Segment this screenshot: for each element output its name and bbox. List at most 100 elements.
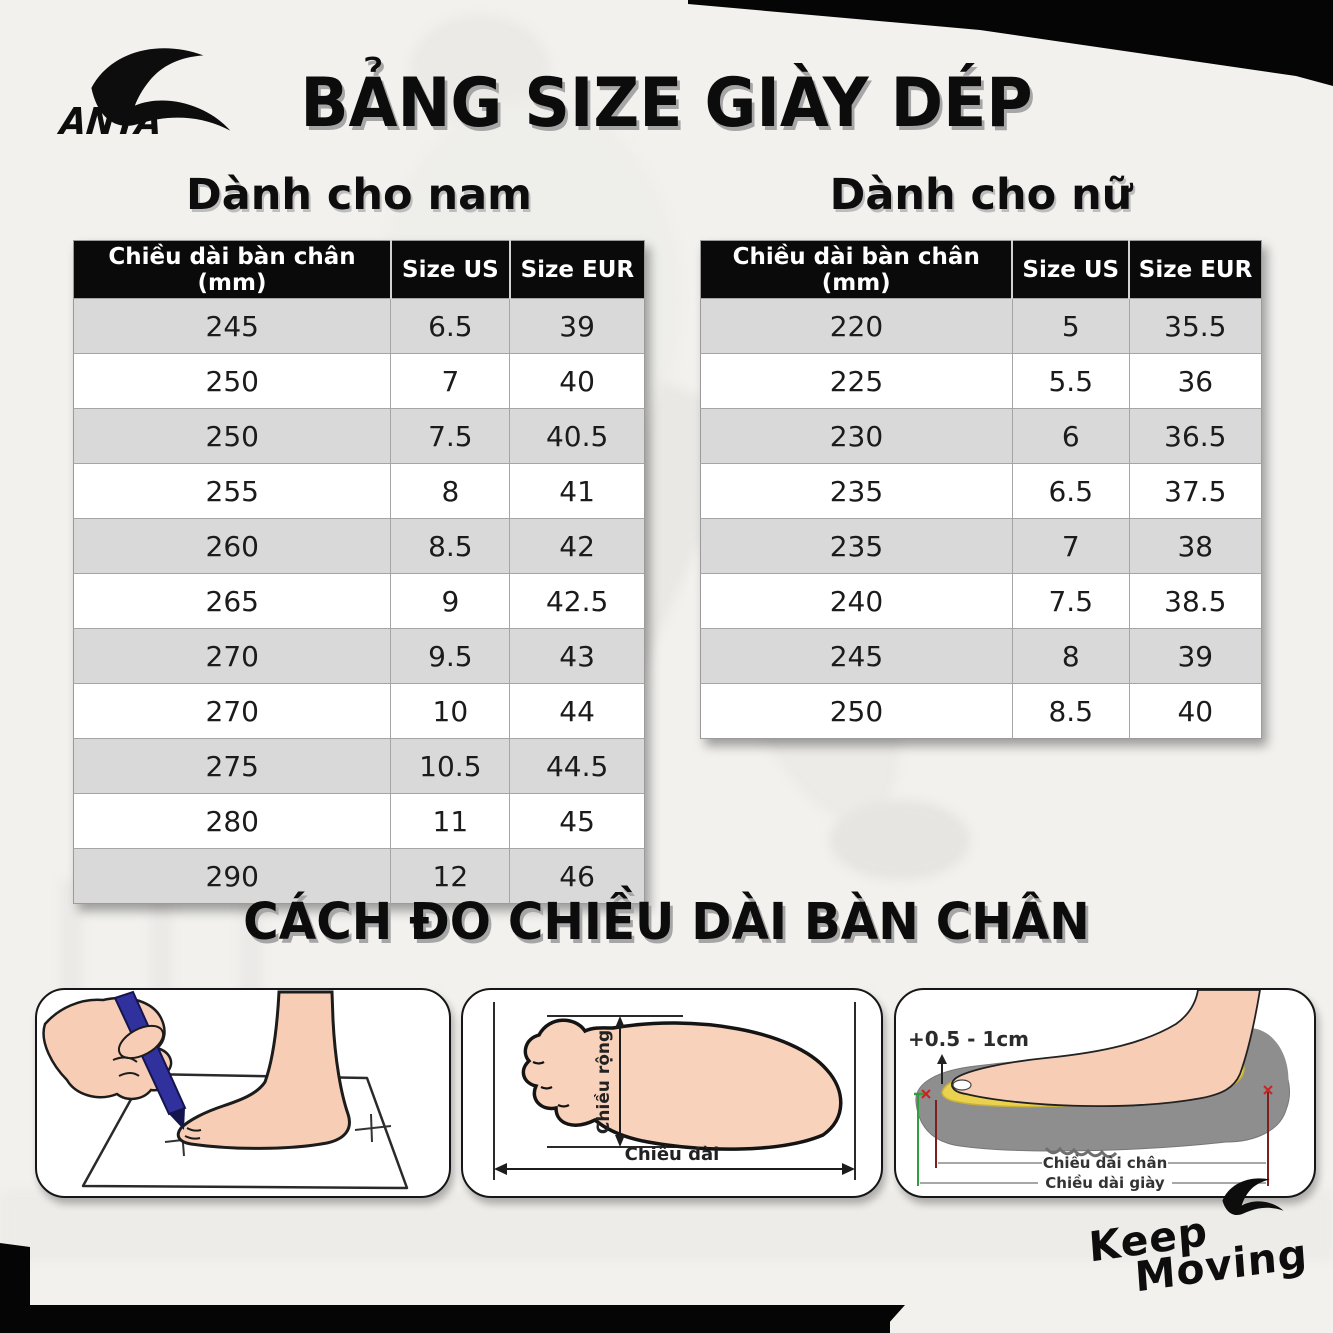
keep-moving-logo: Keep Moving <box>1087 1178 1309 1311</box>
table-cell: 9.5 <box>390 628 510 684</box>
width-label: Chiều rộng <box>593 1030 614 1134</box>
table-header-row: Chiều dài bàn chân (mm) Size US Size EUR <box>700 240 1262 299</box>
table-header-row: Chiều dài bàn chân (mm) Size US Size EUR <box>73 240 645 299</box>
table-row: 270 9.5 43 <box>73 628 645 684</box>
table-row: 280 11 45 <box>73 793 645 849</box>
page-title: BẢNG SIZE GIÀY DÉP <box>300 64 1033 143</box>
table-cell: 8.5 <box>390 518 510 574</box>
table-cell: 255 <box>73 463 391 519</box>
table-row: 290 12 46 <box>73 848 645 904</box>
table-cell: 12 <box>390 848 510 904</box>
column-header-size-us: Size US <box>389 240 510 299</box>
table-row: 245 8 39 <box>700 628 1262 684</box>
table-cell: 36.5 <box>1128 408 1262 464</box>
table-cell: 8 <box>1011 628 1130 684</box>
shoe-length-label: Chiều dài giày <box>1045 1173 1165 1192</box>
table-row: 230 6 36.5 <box>700 408 1262 464</box>
table-cell: 220 <box>700 298 1013 354</box>
table-cell: 10 <box>390 683 510 739</box>
table-cell: 39 <box>1128 628 1262 684</box>
table-cell: 40 <box>509 353 645 409</box>
table-cell: 7 <box>1011 518 1130 574</box>
table-cell: 41 <box>509 463 645 519</box>
women-table-heading: Dành cho nữ <box>829 170 1133 220</box>
table-cell: 44 <box>509 683 645 739</box>
table-cell: 39 <box>509 298 645 354</box>
table-cell: 7.5 <box>390 408 510 464</box>
table-cell: 8.5 <box>1011 683 1130 739</box>
table-cell: 8 <box>390 463 510 519</box>
table-cell: 11 <box>390 793 510 849</box>
table-cell: 270 <box>73 683 391 739</box>
column-header-size-eur: Size EUR <box>1128 240 1262 299</box>
table-row: 250 8.5 40 <box>700 683 1262 739</box>
table-cell: 265 <box>73 573 391 629</box>
table-row: 225 5.5 36 <box>700 353 1262 409</box>
table-row: 270 10 44 <box>73 683 645 739</box>
size-table-men: Chiều dài bàn chân (mm) Size US Size EUR… <box>73 240 645 904</box>
trace-foot-drawing <box>42 990 409 1190</box>
measure-section-heading: CÁCH ĐO CHIỀU DÀI BÀN CHÂN <box>243 893 1090 952</box>
table-cell: 42.5 <box>509 573 645 629</box>
table-cell: 38.5 <box>1128 573 1262 629</box>
table-cell: 250 <box>700 683 1013 739</box>
table-cell: 6 <box>1011 408 1130 464</box>
table-cell: 45 <box>509 793 645 849</box>
table-row: 260 8.5 42 <box>73 518 645 574</box>
table-cell: 7 <box>390 353 510 409</box>
panel-trace-foot-illustration <box>35 988 451 1198</box>
women-table: Chiều dài bàn chân (mm) Size US Size EUR… <box>700 240 1262 739</box>
anta-brand-text: ANTA <box>58 100 165 143</box>
table-row: 245 6.5 39 <box>73 298 645 354</box>
men-table: Chiều dài bàn chân (mm) Size US Size EUR… <box>73 240 645 904</box>
table-cell: 280 <box>73 793 391 849</box>
table-row: 250 7 40 <box>73 353 645 409</box>
table-cell: 7.5 <box>1011 573 1130 629</box>
column-header-size-eur: Size EUR <box>508 240 645 299</box>
size-table-women: Chiều dài bàn chân (mm) Size US Size EUR… <box>700 240 1262 739</box>
anta-swoosh-icon <box>1222 1178 1284 1215</box>
table-cell: 230 <box>700 408 1013 464</box>
table-cell: 46 <box>509 848 645 904</box>
column-header-size-us: Size US <box>1011 240 1130 299</box>
table-row: 240 7.5 38.5 <box>700 573 1262 629</box>
column-header-foot-length: Chiều dài bàn chân (mm) <box>700 240 1013 299</box>
table-cell: 5.5 <box>1011 353 1130 409</box>
table-cell: 270 <box>73 628 391 684</box>
table-cell: 275 <box>73 738 391 794</box>
anta-swoosh-icon <box>91 48 231 131</box>
shoe-fit-drawing: +0.5 - 1cm Chiều dài chân Chiều dài giày <box>908 990 1290 1192</box>
panel-shoe-fit-illustration: +0.5 - 1cm Chiều dài chân Chiều dài giày <box>894 988 1316 1198</box>
table-row: 220 5 35.5 <box>700 298 1262 354</box>
table-row: 265 9 42.5 <box>73 573 645 629</box>
table-cell: 44.5 <box>509 738 645 794</box>
table-row: 235 6.5 37.5 <box>700 463 1262 519</box>
table-cell: 245 <box>700 628 1013 684</box>
column-header-foot-length: Chiều dài bàn chân (mm) <box>73 240 391 299</box>
foot-dimensions-drawing: Chiều rộng Chiều dài <box>493 1002 856 1180</box>
table-cell: 250 <box>73 408 391 464</box>
table-cell: 260 <box>73 518 391 574</box>
table-cell: 9 <box>390 573 510 629</box>
panel-foot-dimensions-illustration: Chiều rộng Chiều dài <box>461 988 883 1198</box>
table-cell: 40.5 <box>509 408 645 464</box>
table-cell: 235 <box>700 463 1013 519</box>
table-row: 255 8 41 <box>73 463 645 519</box>
table-cell: 43 <box>509 628 645 684</box>
toe-allowance-label: +0.5 - 1cm <box>908 1027 1029 1051</box>
table-row: 250 7.5 40.5 <box>73 408 645 464</box>
table-row: 235 7 38 <box>700 518 1262 574</box>
table-cell: 38 <box>1128 518 1262 574</box>
table-cell: 245 <box>73 298 391 354</box>
table-cell: 235 <box>700 518 1013 574</box>
men-table-heading: Dành cho nam <box>186 170 532 220</box>
table-cell: 6.5 <box>1011 463 1130 519</box>
table-row: 275 10.5 44.5 <box>73 738 645 794</box>
foot-length-label: Chiều dài chân <box>1043 1153 1168 1172</box>
table-cell: 5 <box>1011 298 1130 354</box>
table-cell: 42 <box>509 518 645 574</box>
table-cell: 250 <box>73 353 391 409</box>
table-cell: 240 <box>700 573 1013 629</box>
table-cell: 10.5 <box>390 738 510 794</box>
table-cell: 40 <box>1128 683 1262 739</box>
